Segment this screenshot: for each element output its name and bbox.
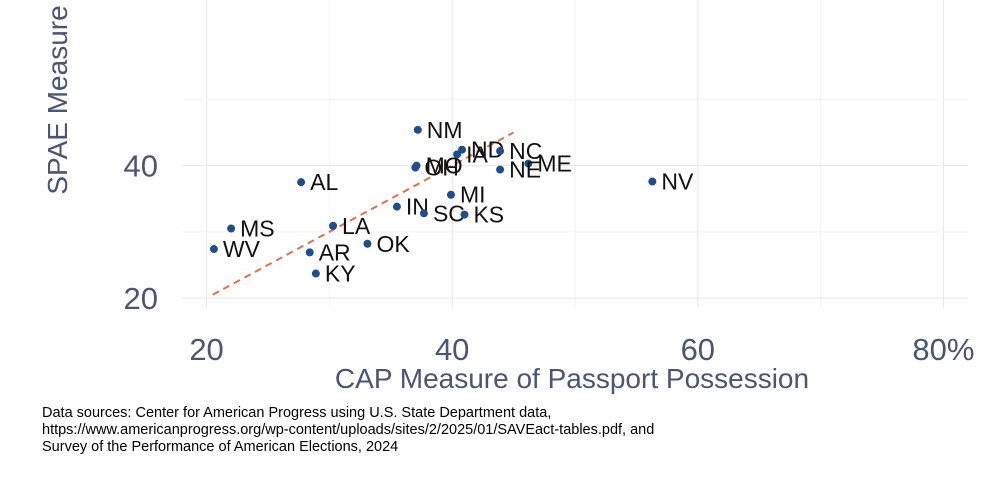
point-label-mo: MO <box>426 153 463 179</box>
point-label-wv: WV <box>223 236 261 262</box>
tick-labels-layer: 20 40 60 80% 20 40 <box>124 149 975 367</box>
point-label-oh: OH <box>424 155 459 181</box>
point-label-ks: KS <box>473 202 504 228</box>
point-label-me: ME <box>537 151 572 177</box>
footnote-line-2: https://www.americanprogress.org/wp-cont… <box>42 422 655 438</box>
y-tick-label: 40 <box>124 149 158 184</box>
x-tick-label: 80% <box>912 332 974 367</box>
point-label-sc: SC <box>433 200 465 226</box>
point-label-ky: KY <box>325 261 356 287</box>
point-label-nv: NV <box>661 168 694 194</box>
point-nv <box>648 177 657 186</box>
point-ms <box>227 224 236 233</box>
point-label-ms: MS <box>240 216 275 242</box>
reference-line <box>212 131 515 296</box>
point-label-la: LA <box>342 213 371 239</box>
point-label-al: AL <box>310 169 338 195</box>
point-oh <box>411 163 420 172</box>
x-axis-label: CAP Measure of Passport Possession <box>335 363 809 394</box>
y-axis-label: SPAE Measure <box>42 5 73 194</box>
point-nm <box>413 125 422 134</box>
x-tick-label: 20 <box>189 332 223 367</box>
x-tick-label: 60 <box>681 332 715 367</box>
point-sc <box>419 209 428 218</box>
data-sources-note: Data sources: Center for American Progre… <box>42 405 972 456</box>
point-in <box>392 202 401 211</box>
point-nc <box>496 147 505 156</box>
point-ia <box>453 150 462 159</box>
y-tick-label: 20 <box>124 281 158 316</box>
point-me <box>524 159 533 168</box>
point-ky <box>311 269 320 278</box>
point-label-ok: OK <box>376 231 410 257</box>
footnote-line-1: Data sources: Center for American Progre… <box>42 405 552 421</box>
footnote-line-3: Survey of the Performance of American El… <box>42 439 399 455</box>
point-label-ia: IA <box>466 141 488 167</box>
point-label-ar: AR <box>319 239 351 265</box>
x-tick-label: 40 <box>435 332 469 367</box>
point-label-ne: NE <box>509 157 541 183</box>
point-label-mi: MI <box>460 182 486 208</box>
point-la <box>329 221 338 230</box>
point-wv <box>209 245 218 254</box>
point-ar <box>305 248 314 257</box>
point-label-nm: NM <box>427 117 463 143</box>
point-label-nc: NC <box>509 138 542 164</box>
point-ne <box>496 165 505 174</box>
grid-lines <box>182 0 968 308</box>
point-ok <box>363 239 372 248</box>
point-ks <box>460 210 469 219</box>
point-al <box>297 178 306 187</box>
reference-line-layer <box>212 131 515 296</box>
point-mi <box>446 190 455 199</box>
